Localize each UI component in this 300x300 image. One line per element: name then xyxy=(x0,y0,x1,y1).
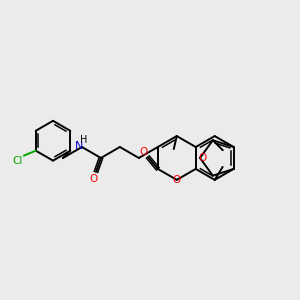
Text: O: O xyxy=(90,174,98,184)
Text: N: N xyxy=(75,141,83,151)
Text: O: O xyxy=(199,153,207,163)
Text: O: O xyxy=(140,147,148,157)
Text: O: O xyxy=(172,175,181,185)
Text: H: H xyxy=(80,135,88,145)
Text: Cl: Cl xyxy=(13,156,23,166)
